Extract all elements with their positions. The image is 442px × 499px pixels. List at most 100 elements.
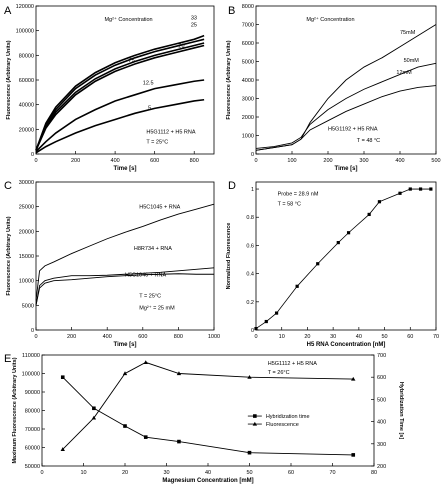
x-tick-label: 300 <box>359 158 368 164</box>
x-tick-label: 200 <box>323 158 332 164</box>
x-tick-label: 70 <box>433 334 439 340</box>
series-label: 20 <box>178 43 184 49</box>
x-tick-label: 70 <box>329 470 335 476</box>
x-tick-label: 200 <box>67 334 76 340</box>
y-axis-label: Fluorescence (Arbitrary Units) <box>6 40 12 119</box>
data-point <box>429 187 433 191</box>
data-point <box>60 375 65 379</box>
y-tick-label: 6000 <box>242 41 254 47</box>
y-tick-label: 0.6 <box>246 243 254 249</box>
x-tick-label: 400 <box>103 334 112 340</box>
data-point <box>254 326 258 331</box>
y-tick-label: 100000 <box>22 372 40 378</box>
series-line <box>62 376 354 456</box>
annotation: Mg²⁺ = 25 mM <box>139 304 175 311</box>
y-tick-label: 90000 <box>25 390 40 396</box>
y-right-axis-label: Hybridization Time [s] <box>398 382 404 440</box>
annotation: H5C1046 + RNA <box>125 273 166 279</box>
y-right-tick-label: 500 <box>377 397 386 403</box>
legend-label: Hybridization time <box>266 414 310 420</box>
y-tick-label: 110000 <box>22 353 40 359</box>
data-point <box>60 447 65 451</box>
x-axis-label: H5 RNA Concentration [nM] <box>307 342 386 348</box>
plot-frame <box>255 181 437 331</box>
y-tick-label: 60000 <box>25 446 40 452</box>
annotation: T = 58 °C <box>278 202 301 208</box>
y-tick-label: 0 <box>251 152 254 158</box>
x-tick-label: 600 <box>138 334 147 340</box>
panel-c: 0 200 400 600 800 100005000100001500020000250… <box>6 180 220 348</box>
annotation: T = 25°C <box>146 140 168 146</box>
series-label: 5 <box>148 106 151 112</box>
series-line <box>35 38 205 151</box>
panel-label-d: D <box>228 180 236 192</box>
y-axis-label: Fluorescence (Arbitrary Units) <box>226 40 232 119</box>
x-axis-label: Magnesium Concentration [mM] <box>162 478 253 484</box>
y-axis-label: Maximum Fluorescence (Arbitrary Units) <box>12 357 18 463</box>
x-tick-label: 80 <box>371 470 377 476</box>
annotation: T = 48 °C <box>357 138 380 144</box>
series-label: 75 <box>129 58 135 64</box>
data-point <box>264 319 268 324</box>
x-axis-label: Time [s] <box>114 166 137 172</box>
panel-label-a: A <box>4 5 12 17</box>
panel-label-b: B <box>228 5 235 17</box>
x-tick-label: 0 <box>34 158 37 164</box>
y-tick-label: 0.8 <box>246 215 254 221</box>
x-tick-label: 0 <box>34 334 37 340</box>
y-right-tick-label: 600 <box>377 375 386 381</box>
data-point <box>351 453 356 457</box>
y-tick-label: 100000 <box>16 29 34 35</box>
x-tick-label: 60 <box>407 334 413 340</box>
plot-frame <box>41 354 375 467</box>
data-point <box>122 371 128 376</box>
data-point <box>91 415 97 420</box>
y-tick-label: 20000 <box>19 127 34 133</box>
y-axis-label: Normalized Fluorescence <box>226 223 232 290</box>
data-point <box>247 450 252 455</box>
y-tick-label: 80000 <box>19 53 34 59</box>
x-tick-label: 600 <box>150 158 159 164</box>
series-line <box>35 34 205 151</box>
series-label: 33 <box>191 15 197 21</box>
y-right-tick-label: 400 <box>377 420 386 426</box>
series-line <box>255 62 437 149</box>
x-tick-label: 10 <box>279 334 285 340</box>
y-tick-label: 70000 <box>25 427 40 433</box>
data-point <box>143 435 148 439</box>
data-point <box>408 187 412 191</box>
series-label: 12mM <box>396 70 412 76</box>
panel-a: 0 200 400 600 800 0 20000 40000 60000 80000 100000… <box>6 4 215 172</box>
y-tick-label: 25000 <box>19 205 34 211</box>
y-tick-label: 50000 <box>25 464 40 470</box>
panel-label-e: E <box>4 353 11 365</box>
x-axis-label: Time [s] <box>335 166 358 172</box>
panel-label-c: C <box>4 180 12 192</box>
y-tick-label: 20000 <box>19 229 34 235</box>
annotation: H5C1045 + RNA <box>139 205 180 211</box>
data-point <box>351 376 356 381</box>
x-tick-label: 0 <box>254 158 257 164</box>
y-right-tick-label: 700 <box>377 353 386 359</box>
data-point <box>177 439 181 444</box>
series-line <box>35 98 205 154</box>
data-point <box>316 262 320 266</box>
annotation: H5G1192 + H5 RNA <box>328 126 378 132</box>
annotation: T = 25°C <box>139 293 161 299</box>
x-tick-label: 200 <box>71 158 80 164</box>
series-label: 50mM <box>404 58 420 64</box>
data-point <box>176 371 182 376</box>
series-label: 75mM <box>400 30 416 36</box>
series-line <box>62 361 354 450</box>
x-tick-label: 400 <box>111 158 120 164</box>
x-tick-label: 40 <box>356 334 362 340</box>
x-tick-label: 0 <box>254 334 257 340</box>
x-tick-label: 60 <box>288 470 294 476</box>
data-point <box>247 375 252 379</box>
y-tick-label: 0 <box>31 152 34 158</box>
y-tick-label: 4000 <box>242 78 254 84</box>
x-tick-label: 400 <box>395 158 404 164</box>
annotation: H5G1112 + H5 RNA <box>268 361 317 367</box>
x-tick-label: 1000 <box>208 334 220 340</box>
